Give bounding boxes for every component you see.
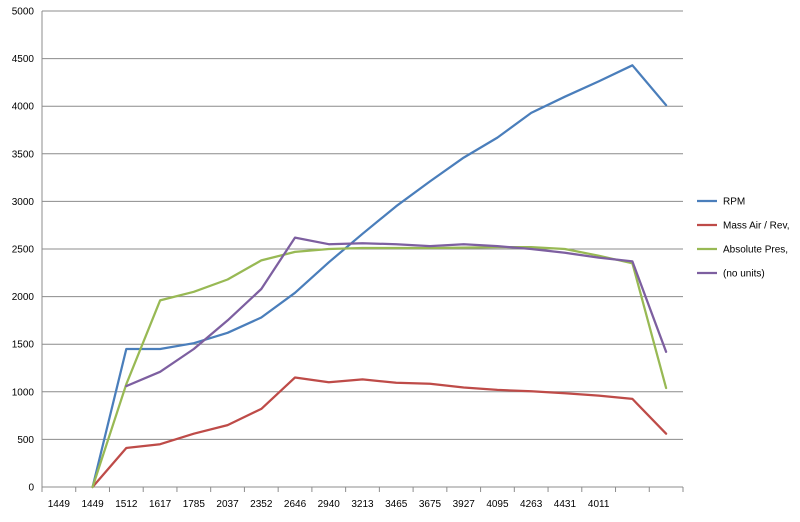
x-tick-label: 3927 [453, 499, 476, 510]
legend-label: Absolute Pres, [723, 245, 788, 256]
x-tick-label: 3465 [385, 499, 408, 510]
x-tick-label: 2037 [216, 499, 239, 510]
x-tick-label: 1617 [149, 499, 172, 510]
y-tick-labels: 0 500 1000 1500 2000 2500 3000 3500 4000 4500 5000 [12, 7, 35, 494]
legend-label: RPM [723, 197, 745, 208]
y-tick-label: 3500 [12, 149, 35, 160]
x-tick-label: 1449 [81, 499, 104, 510]
x-tick-label: 3675 [419, 499, 442, 510]
series-line-absolute-pres [91, 245, 668, 489]
legend-label: Mass Air / Rev, [723, 221, 790, 232]
x-tick-label: 3213 [351, 499, 374, 510]
x-tick-label: 4011 [588, 499, 610, 510]
y-tick-label: 1000 [12, 387, 35, 398]
y-tick-label: 4500 [12, 54, 35, 65]
y-tick-label: 3000 [12, 197, 35, 208]
x-tick-label: 1449 [48, 499, 71, 510]
y-tick-label: 500 [17, 435, 34, 446]
y-tick-label: 0 [28, 483, 34, 494]
legend-label: (no units) [723, 269, 765, 280]
x-tick-label: 4095 [486, 499, 509, 510]
x-tick-label: 1512 [115, 499, 138, 510]
x-tick-label: 2352 [250, 499, 273, 510]
y-tick-label: 1500 [12, 340, 35, 351]
series-line-mass-air-rev [91, 376, 668, 489]
x-tick-labels: 1449 1449 1512 1617 1785 2037 2352 2646 2940 3213… [48, 499, 610, 510]
legend: RPM Mass Air / Rev, Absolute Pres, (no unit… [697, 197, 790, 280]
x-tick-label: 2940 [318, 499, 341, 510]
x-tick-label: 1785 [183, 499, 206, 510]
grid-lines [42, 10, 683, 440]
series-line-no-units [125, 236, 668, 388]
y-tick-label: 2500 [12, 245, 35, 256]
x-tick-label: 4263 [520, 499, 543, 510]
y-tick-label: 2000 [12, 292, 35, 303]
y-tick-label: 5000 [12, 7, 35, 18]
y-tick-label: 4000 [12, 102, 35, 113]
x-tick-label: 2646 [284, 499, 307, 510]
series-lines [91, 64, 668, 489]
x-tick-label: 4431 [554, 499, 577, 510]
series-line-rpm [91, 64, 668, 489]
axes [41, 11, 684, 492]
